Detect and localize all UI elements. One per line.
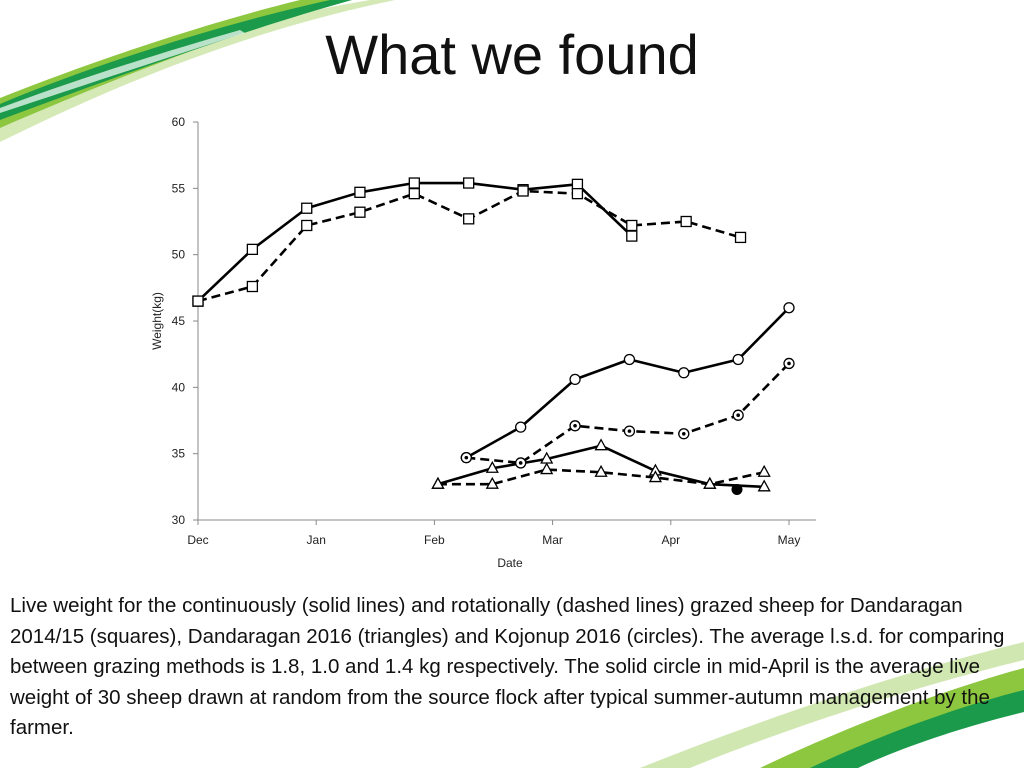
x-tick-label: Dec <box>187 533 208 547</box>
data-point-triangle <box>648 470 663 483</box>
data-point-circle-dot-center <box>518 461 523 465</box>
y-tick-label: 30 <box>172 513 186 527</box>
data-point-circle <box>569 373 581 386</box>
data-point-circle-dot-center <box>464 455 469 460</box>
x-axis-label: Date <box>497 556 523 570</box>
data-point-triangle <box>485 476 499 489</box>
data-point-triangle <box>757 464 771 477</box>
data-point-square <box>408 177 420 189</box>
data-point-square <box>626 230 638 242</box>
data-point-triangle <box>431 476 445 489</box>
x-tick-label: Feb <box>424 533 445 547</box>
figure-caption: Live weight for the continuously (solid … <box>10 594 1005 739</box>
x-tick-label: May <box>778 533 801 547</box>
y-axis-label: Weight(kg) <box>150 292 164 350</box>
data-point-square <box>626 219 638 232</box>
data-point-square <box>463 213 475 225</box>
data-point-filled-circle <box>731 483 743 495</box>
y-tick-label: 60 <box>172 115 186 129</box>
chart-series-markers <box>192 177 795 495</box>
data-point-triangle <box>703 476 717 489</box>
data-point-circle <box>678 367 690 379</box>
data-point-square <box>408 187 420 200</box>
data-point-triangle <box>757 479 771 492</box>
chart-series-lines <box>197 181 790 489</box>
slide-title: What we found <box>325 23 699 86</box>
data-point-square <box>246 280 259 293</box>
data-point-square <box>354 206 366 218</box>
chart-ticks: 30 35 40 45 50 55 60 Dec Jan Feb Mar Apr May <box>172 115 801 547</box>
data-point-triangle <box>540 462 554 475</box>
chart-axes <box>197 122 816 521</box>
x-tick-label: Jan <box>307 533 326 547</box>
data-point-square <box>571 187 584 200</box>
x-tick-label: Apr <box>661 533 680 547</box>
weight-line-chart: 30 35 40 45 50 55 60 Dec Jan Feb Mar Apr May Date We… <box>150 115 816 570</box>
data-point-square <box>571 178 584 191</box>
x-tick-label: Mar <box>542 533 563 547</box>
data-point-square <box>463 177 475 189</box>
data-point-circle-dot-center <box>573 424 577 428</box>
data-point-circle-dot-center <box>682 431 686 436</box>
data-point-square <box>301 219 313 232</box>
series-line-square-solid <box>197 181 633 303</box>
data-point-square <box>517 185 529 197</box>
data-point-square <box>301 202 313 214</box>
data-point-square <box>680 215 692 228</box>
data-point-circle <box>783 302 795 314</box>
data-point-circle <box>515 421 527 433</box>
y-tick-label: 40 <box>172 380 186 394</box>
data-point-circle <box>732 353 744 366</box>
data-point-triangle <box>485 460 499 473</box>
data-point-square <box>354 186 366 198</box>
y-tick-label: 35 <box>172 447 186 461</box>
data-point-square <box>192 295 204 307</box>
y-tick-label: 45 <box>172 314 186 328</box>
data-point-square <box>246 243 259 256</box>
data-point-circle <box>623 353 636 366</box>
data-point-square <box>734 231 747 244</box>
y-tick-label: 50 <box>172 248 186 262</box>
y-tick-label: 55 <box>172 181 186 195</box>
data-point-circle-dot-center <box>787 361 791 366</box>
data-point-circle-dot-center <box>627 429 632 433</box>
data-point-triangle <box>594 438 608 451</box>
data-point-triangle <box>594 464 608 477</box>
data-point-circle-dot-center <box>736 413 740 417</box>
series-line-square-dashed <box>197 189 741 303</box>
